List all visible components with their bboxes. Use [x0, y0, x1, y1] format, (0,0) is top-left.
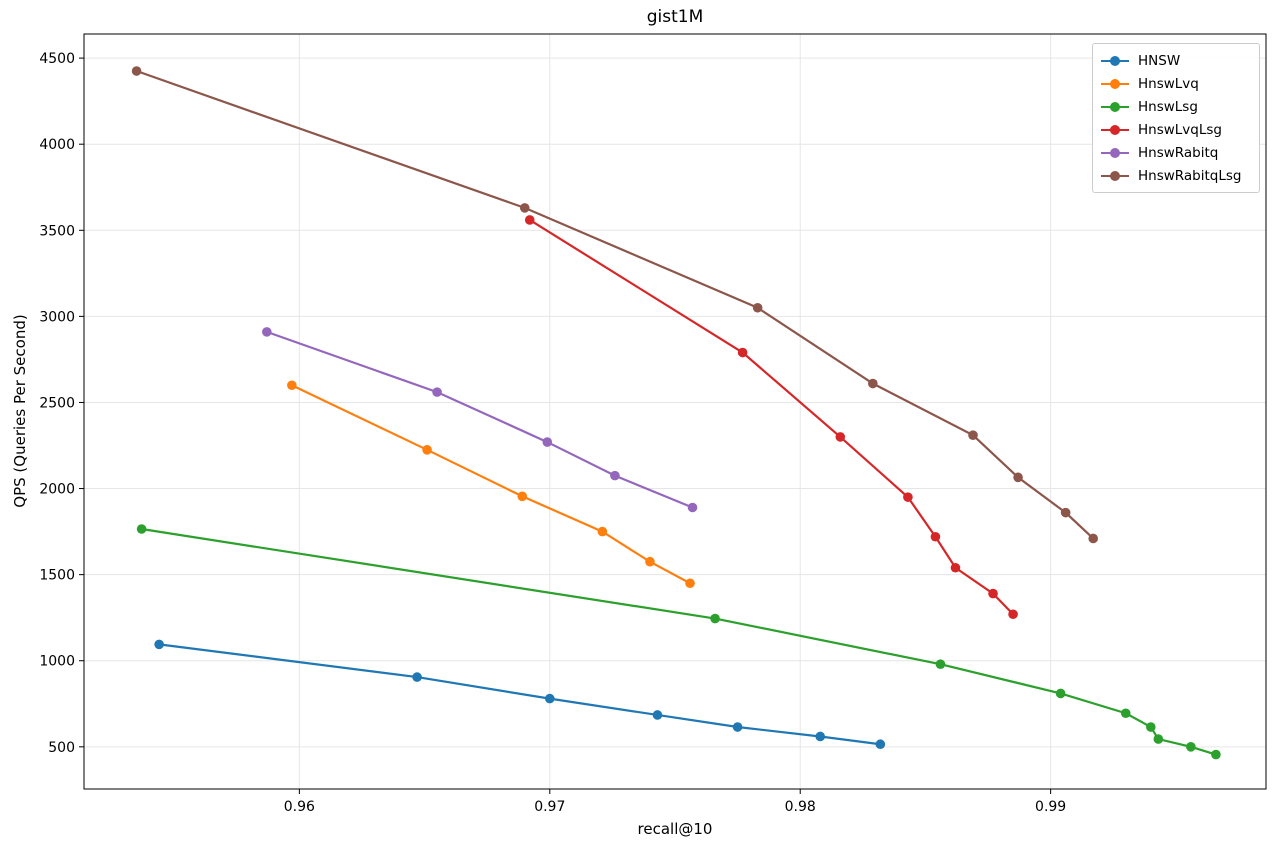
legend-item-HnswLvqLsg: HnswLvqLsg: [1101, 118, 1251, 141]
legend: HNSW HnswLvq HnswLsg HnswLvqLsg HnswRabitq Hn…: [1092, 43, 1260, 193]
data-point-HnswLvqLsg: [737, 347, 748, 358]
legend-marker-icon: [1101, 55, 1129, 66]
series-line-HnswRabitqLsg: [136, 69, 1094, 540]
x-tick-label: 0.98: [785, 799, 816, 815]
y-tick-label: 2000: [39, 482, 75, 498]
data-point-HnswLsg: [935, 659, 946, 669]
legend-label: HnswRabitqLsg: [1138, 167, 1242, 184]
data-point-HnswLvqLsg: [930, 531, 941, 542]
legend-item-HnswLsg: HnswLsg: [1101, 95, 1251, 118]
series-line-HnswRabitq: [266, 330, 693, 509]
legend-label: HNSW: [1138, 52, 1181, 69]
series-line-HnswLsg: [141, 527, 1217, 756]
data-point-HnswLsg: [1186, 742, 1196, 752]
data-point-HnswLvq: [517, 491, 528, 502]
data-point-HnswLvqLsg: [950, 562, 961, 573]
legend-marker-icon: [1101, 147, 1129, 158]
data-point-HNSW: [875, 739, 886, 750]
data-point-HnswRabitq: [687, 502, 698, 513]
data-point-HnswLsg: [1055, 688, 1066, 699]
legend-label: HnswRabitq: [1138, 144, 1219, 161]
series-line-HNSW: [158, 643, 881, 746]
data-point-HNSW: [652, 710, 663, 720]
data-point-HnswLsg: [1120, 708, 1131, 719]
data-point-HnswRabitqLsg: [1060, 507, 1071, 518]
data-point-HnswLvqLsg: [524, 215, 535, 225]
data-point-HnswLvqLsg: [903, 492, 913, 502]
data-point-HnswRabitqLsg: [968, 430, 978, 440]
legend-label: HnswLvqLsg: [1138, 121, 1222, 138]
data-point-HnswLsg: [1153, 734, 1164, 744]
legend-marker-icon: [1101, 124, 1129, 135]
y-tick-label: 4500: [39, 51, 75, 67]
data-point-HNSW: [815, 731, 826, 742]
data-point-HnswRabitqLsg: [752, 302, 763, 313]
data-point-HNSW: [544, 693, 555, 704]
data-point-HNSW: [412, 672, 422, 682]
chart-title: gist1M: [646, 7, 704, 27]
data-point-HNSW: [154, 639, 164, 650]
legend-label: HnswLsg: [1138, 98, 1198, 115]
y-tick-label: 4000: [39, 137, 75, 153]
legend-item-HnswLvq: HnswLvq: [1101, 72, 1251, 95]
legend-item-HnswRabitqLsg: HnswRabitqLsg: [1101, 164, 1251, 187]
x-axis-label: recall@10: [637, 820, 713, 838]
data-point-HNSW: [732, 722, 743, 732]
data-point-HnswRabitq: [542, 437, 553, 447]
data-point-HnswRabitqLsg: [519, 203, 530, 213]
series-line-HnswLvqLsg: [529, 219, 1014, 616]
legend-marker-icon: [1101, 170, 1129, 181]
legend-item-HNSW: HNSW: [1101, 49, 1251, 72]
y-tick-label: 1500: [39, 568, 75, 584]
data-point-HnswLsg: [136, 524, 147, 534]
data-point-HnswLvq: [287, 380, 297, 391]
y-tick-label: 3000: [39, 309, 75, 325]
y-axis-label: QPS (Queries Per Second): [11, 314, 29, 508]
data-point-HnswLvqLsg: [988, 588, 998, 599]
data-point-HnswRabitqLsg: [131, 66, 142, 76]
y-tick-label: 2500: [39, 395, 75, 411]
legend-marker-icon: [1101, 101, 1129, 112]
x-tick-label: 0.97: [534, 799, 565, 815]
data-point-HnswLvqLsg: [835, 432, 846, 442]
data-point-HnswLsg: [1211, 749, 1221, 760]
x-tick-label: 0.96: [284, 799, 315, 815]
data-point-HnswLsg: [1146, 722, 1156, 732]
data-point-HnswRabitqLsg: [1013, 472, 1023, 483]
legend-item-HnswRabitq: HnswRabitq: [1101, 141, 1251, 164]
data-point-HnswRabitqLsg: [868, 378, 878, 389]
legend-label: HnswLvq: [1138, 75, 1199, 92]
y-tick-label: 500: [48, 740, 75, 756]
y-tick-label: 3500: [39, 223, 75, 239]
data-point-HnswRabitq: [432, 387, 442, 397]
data-point-HnswRabitq: [610, 470, 620, 481]
data-point-HnswLvqLsg: [1008, 609, 1018, 620]
data-point-HnswLvq: [597, 526, 608, 537]
axes-spines: [83, 33, 1267, 790]
data-point-HnswLvq: [685, 578, 695, 589]
legend-marker-icon: [1101, 78, 1129, 89]
y-tick-label: 1000: [39, 654, 75, 670]
data-point-HnswRabitqLsg: [1088, 533, 1099, 544]
data-point-HnswLsg: [710, 613, 720, 624]
data-point-HnswLvq: [422, 445, 432, 455]
data-point-HnswRabitq: [262, 327, 272, 337]
series-line-HnswLvq: [291, 384, 691, 585]
x-tick-label: 0.99: [1035, 799, 1066, 815]
data-point-HnswLvq: [645, 556, 655, 567]
